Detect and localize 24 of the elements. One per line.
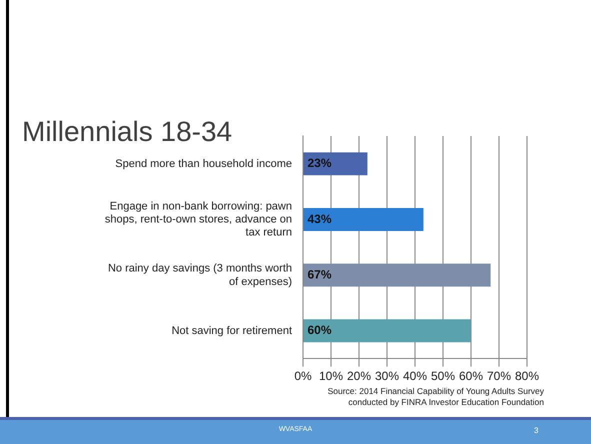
x-tick-label: 50% — [430, 369, 456, 384]
source-note: Source: 2014 Financial Capability of Young Adults Survey conducted by FINRA Investor Education Foundation — [326, 386, 544, 408]
x-tick-label: 10% — [318, 369, 344, 384]
x-tick-label: 20% — [346, 369, 372, 384]
y-tick-label: Engage in non-bank borrowing: pawn shops, rent-to-own stores, advance on tax return — [104, 200, 292, 239]
chart-title: Millennials 18-34 — [22, 116, 232, 148]
data-label: 67% — [308, 267, 332, 282]
x-tick-label: 60% — [458, 369, 484, 384]
bar — [304, 208, 424, 231]
data-label: 60% — [308, 323, 332, 338]
text: 3 — [534, 426, 538, 435]
x-tick-label: 40% — [402, 369, 428, 384]
data-label: 43% — [308, 212, 332, 226]
bar — [304, 264, 491, 287]
x-tick-label: 30% — [374, 369, 400, 384]
y-tick-label: No rainy day savings (3 months worth of expenses) — [108, 262, 292, 288]
bar — [304, 152, 368, 176]
x-tick-label: 70% — [486, 369, 512, 384]
data-label: 23% — [308, 156, 332, 170]
y-tick-label: Not saving for retirement — [172, 324, 292, 337]
x-tick-label: 0% — [294, 369, 312, 384]
x-tick-label: 80% — [514, 369, 540, 384]
y-tick-label: Spend more than household income — [115, 158, 292, 170]
bar — [304, 319, 471, 342]
